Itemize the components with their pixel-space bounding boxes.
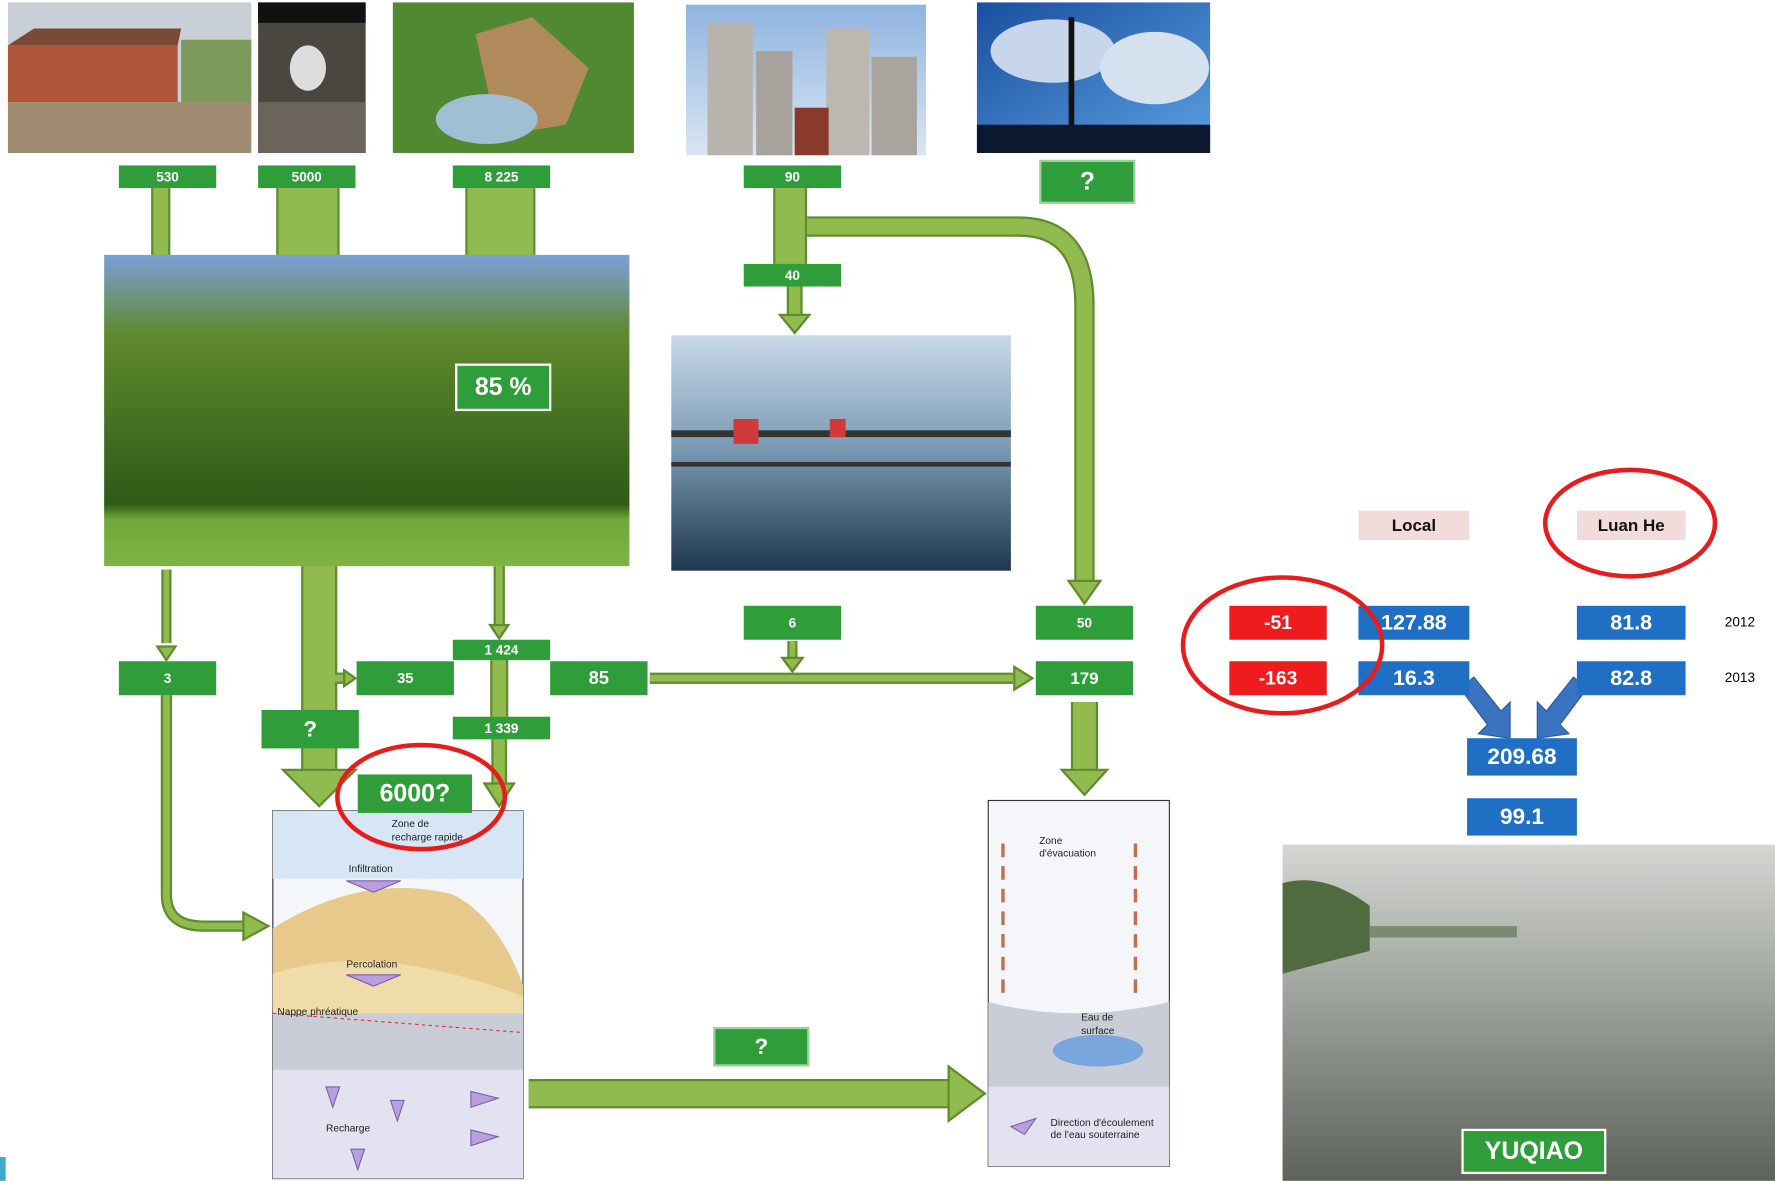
flow-arrow bbox=[166, 695, 243, 926]
flow-value: 50 bbox=[1077, 615, 1092, 630]
flow-value: 3 bbox=[164, 671, 172, 686]
flow-value: 1 339 bbox=[484, 721, 518, 736]
diagram-label: recharge rapide bbox=[392, 833, 464, 844]
crop-share: 85 % bbox=[475, 373, 532, 401]
diagram-label: Nappe phréatique bbox=[277, 1007, 358, 1018]
column-header: Luan He bbox=[1598, 516, 1665, 535]
diagram-label: surface bbox=[1081, 1026, 1115, 1037]
photo-fertilizer bbox=[393, 2, 634, 153]
arrow-head bbox=[949, 1067, 985, 1121]
balance-value: -51 bbox=[1264, 613, 1292, 634]
diagram-label: Direction d'écoulement bbox=[1051, 1118, 1154, 1129]
diagram: 530 5000 8 225 90? 40 85 % 6 50 3 35 1 424 85 179? 1 … bbox=[0, 0, 1775, 1181]
arrow-head bbox=[782, 658, 802, 672]
flow-value: 85 bbox=[589, 668, 609, 688]
arrow-head bbox=[157, 647, 175, 661]
flow-value: 35 bbox=[397, 671, 413, 687]
flow-value: 530 bbox=[156, 169, 179, 184]
year-label: 2012 bbox=[1725, 614, 1755, 629]
diagram-label: Zone bbox=[1039, 836, 1063, 847]
flow-value: 6000? bbox=[380, 779, 451, 807]
diagram-label: de l'eau souterraine bbox=[1051, 1130, 1140, 1141]
arrow-head bbox=[243, 913, 268, 940]
flow-value: 40 bbox=[785, 268, 800, 283]
inflow-value: 81.8 bbox=[1610, 611, 1652, 635]
flow-value: ? bbox=[303, 716, 317, 741]
arrow-head bbox=[490, 625, 508, 639]
inflow-value: 16.3 bbox=[1393, 666, 1435, 690]
flow-value: ? bbox=[754, 1034, 768, 1059]
flow-value: 90 bbox=[785, 169, 800, 184]
arrow-head bbox=[1069, 581, 1101, 604]
recharge-diagram bbox=[273, 811, 523, 1179]
arrow-head bbox=[485, 784, 514, 807]
diagram-label: Zone de bbox=[392, 819, 430, 830]
arrow-head bbox=[344, 670, 355, 686]
flow-arrow bbox=[166, 695, 243, 926]
flow-value: 1 424 bbox=[484, 643, 518, 658]
flow-value: ? bbox=[1080, 168, 1095, 196]
inflow-value: 127.88 bbox=[1381, 611, 1447, 635]
column-header: Local bbox=[1392, 516, 1436, 535]
photo-livestock bbox=[258, 2, 366, 153]
year-label: 2013 bbox=[1725, 670, 1755, 685]
flow-value: 179 bbox=[1070, 669, 1098, 688]
flow-value: 6 bbox=[789, 615, 797, 630]
photo-treatment-plant bbox=[671, 335, 1011, 570]
reservoir-name: YUQIAO bbox=[1485, 1137, 1583, 1165]
diagram-label: d'évacuation bbox=[1039, 848, 1096, 859]
arrow-head bbox=[780, 315, 809, 333]
diagram-label: Percolation bbox=[346, 959, 397, 970]
photo-farm bbox=[8, 2, 251, 153]
arrow-head bbox=[1014, 667, 1032, 690]
diagram-label: Infiltration bbox=[349, 864, 393, 875]
arrow-head bbox=[1062, 770, 1107, 795]
page: { "inputs": {"farm": "530", "manure": "5… bbox=[0, 0, 1775, 1181]
balance-value: -163 bbox=[1259, 668, 1298, 689]
diagram-label: Recharge bbox=[326, 1123, 370, 1134]
flow-value: 8 225 bbox=[484, 169, 518, 184]
inflow-value: 82.8 bbox=[1610, 666, 1652, 690]
flow-value: 5000 bbox=[292, 169, 322, 184]
edge-marker bbox=[0, 1157, 6, 1181]
photo-industry bbox=[977, 2, 1210, 153]
outflow-value: 99.1 bbox=[1500, 804, 1544, 829]
diagram-label: Eau de bbox=[1081, 1013, 1114, 1024]
photo-city bbox=[686, 5, 926, 156]
sum-value: 209.68 bbox=[1487, 744, 1556, 769]
